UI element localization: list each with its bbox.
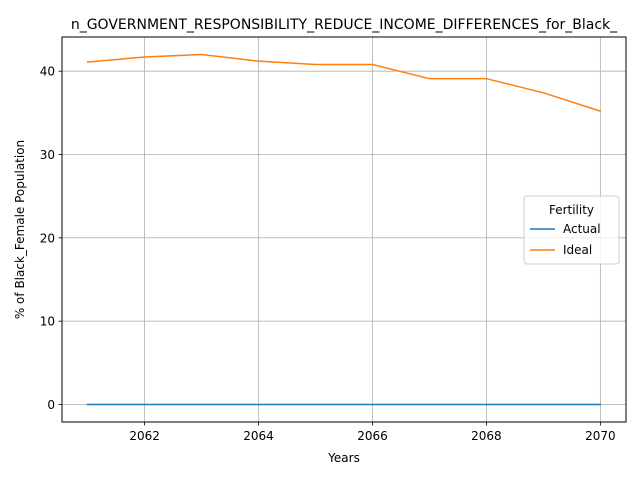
plot-frame — [61, 36, 627, 423]
y-axis-ticks: 0 10 20 30 40 — [40, 65, 62, 412]
legend-title: Fertility — [549, 203, 594, 217]
chart-title: n_GOVERNMENT_RESPONSIBILITY_REDUCE_INCOM… — [71, 17, 618, 33]
series-line-ideal — [86, 53, 602, 113]
series-lines — [86, 53, 602, 406]
legend: Fertility Actual Ideal — [523, 195, 620, 265]
y-tick-label: 40 — [40, 65, 55, 79]
y-tick-label: 30 — [40, 148, 55, 162]
x-tick-label: 2070 — [585, 429, 616, 443]
y-tick-label: 20 — [40, 231, 55, 245]
x-tick-label: 2066 — [357, 429, 388, 443]
legend-label-ideal: Ideal — [563, 243, 592, 257]
x-axis-ticks: 2062 2064 2066 2068 2070 — [129, 422, 616, 443]
x-tick-label: 2064 — [243, 429, 274, 443]
y-tick-label: 0 — [47, 398, 55, 412]
y-tick-label: 10 — [40, 315, 55, 329]
legend-label-actual: Actual — [563, 222, 601, 236]
x-tick-label: 2062 — [129, 429, 160, 443]
x-tick-label: 2068 — [471, 429, 502, 443]
y-axis-label: % of Black_Female Population — [13, 140, 27, 319]
x-axis-label: Years — [327, 451, 360, 465]
legend-box — [523, 195, 620, 265]
